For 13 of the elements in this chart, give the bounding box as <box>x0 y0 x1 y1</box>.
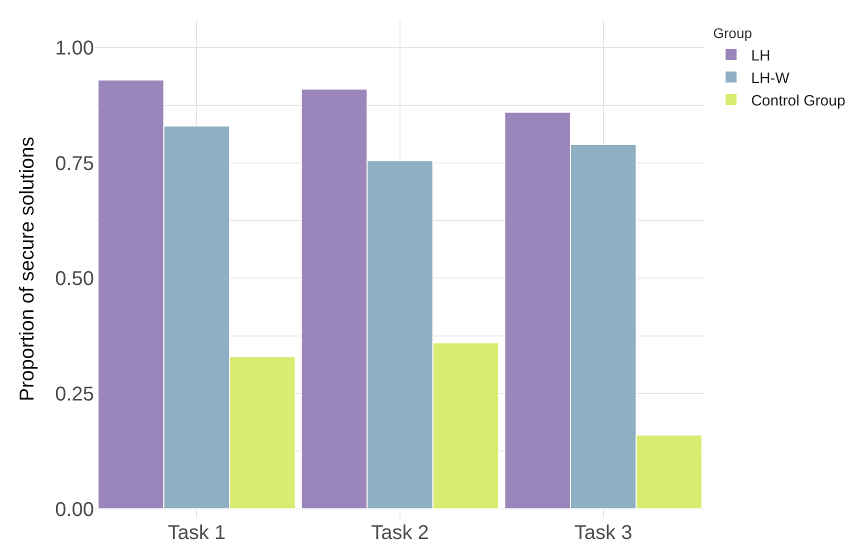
y-axis-title: Proportion of secure solutions <box>16 136 39 402</box>
legend-label: LH-W <box>751 70 790 87</box>
y-tick-label: 0.50 <box>55 268 94 290</box>
legend-title: Group <box>713 25 752 42</box>
legend-label: LH <box>751 47 770 64</box>
y-tick-label: 0.25 <box>55 384 94 406</box>
y-tick-label: 1.00 <box>55 38 94 60</box>
legend-label: Control Group <box>751 92 846 110</box>
y-tick-label: 0.00 <box>55 498 94 521</box>
y-tick-label: 0.75 <box>55 152 94 175</box>
x-tick-label: Task 1 <box>168 522 226 544</box>
x-tick-label: Task 3 <box>574 522 632 544</box>
x-tick-label: Task 2 <box>371 522 429 544</box>
